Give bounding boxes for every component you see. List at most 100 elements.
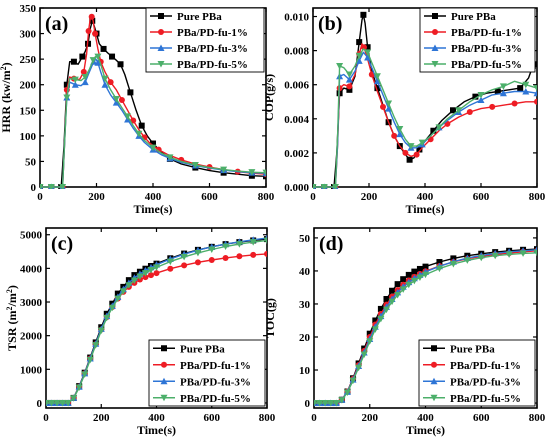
data-point [59,184,67,189]
data-point [100,45,107,52]
x-tick-label: 800 [529,191,546,203]
y-tick-label: 10 [299,365,311,377]
y-tick-label: 0.006 [284,80,309,92]
x-tick-label: 400 [148,412,165,424]
data-point [220,166,228,174]
data-point [377,315,385,323]
legend-marker [161,361,167,368]
data-point [533,85,537,92]
data-point [153,264,160,271]
legend-entry: PBa/PD-fu-1% [177,27,248,39]
panel-label: (d) [319,233,343,255]
data-point [360,351,368,358]
y-axis-label: TOC(g) [263,298,277,338]
legend-marker [430,394,438,402]
data-point [534,98,537,105]
data-point [389,287,396,294]
chart-panel-c: 0 200 400 600 800 0 1000 2000 3000 4000 5000 Time(s… [5,227,276,437]
legend-entry: PBa/PD-fu-3% [180,376,251,388]
legend-entry: PBa/PD-fu-3% [450,376,521,388]
data-point [166,258,174,266]
legend-marker [158,29,164,35]
chart-panel-b: 0 200 400 600 800 0.000 0.002 0.004 0.006 0.008 0.… [262,7,546,216]
data-point [101,81,109,88]
data-point [327,400,335,407]
y-tick-label: 1000 [20,364,43,376]
data-point [364,53,372,61]
y-axis-label: HRR (kw/m2) [0,62,13,132]
panel-label: (b) [318,13,342,35]
data-point [394,281,401,288]
x-tick-label: 200 [362,412,379,424]
data-point [48,399,56,407]
y-tick-label: 0.004 [284,114,309,126]
legend-marker [157,44,165,51]
data-point [472,93,479,100]
data-point [250,251,257,258]
legend-marker [160,377,168,385]
y-tick-label: 0 [31,182,37,194]
x-tick-label: 800 [529,412,546,424]
data-point [406,156,413,163]
x-axis-label: Time(s) [137,423,176,437]
series-line-3 [313,48,537,188]
data-point [264,250,267,257]
data-point [181,262,188,269]
data-point [380,103,386,110]
data-point [494,88,501,95]
y-tick-label: 0.002 [284,148,309,160]
y-tick-label: 40 [299,266,311,278]
data-point [355,364,363,372]
data-point [92,342,100,349]
data-point [366,338,374,345]
data-point [374,85,381,92]
x-tick-label: 0 [310,191,316,203]
legend-entry: Pure PBa [450,343,495,355]
y-tick-label: 150 [20,105,37,117]
series-group [313,11,537,189]
data-point [59,399,67,407]
data-point [364,44,371,51]
data-point [336,62,344,70]
y-tick-label: 250 [20,54,37,66]
data-point [372,317,379,324]
x-tick-label: 200 [88,191,105,203]
data-point [109,53,116,60]
data-point [345,76,353,83]
legend: Pure PBa PBa/PD-fu-1% PBa/PD-fu-3% PBa/PD-f… [148,339,266,407]
y-tick-label: 50 [25,156,37,168]
data-point [413,151,420,158]
legend-entry: PBa/PD-fu-5% [177,59,248,71]
data-point [388,298,396,306]
legend-marker [430,377,438,385]
data-point [364,49,372,56]
legend-marker [161,345,167,352]
data-point [477,254,485,262]
data-point [92,30,99,37]
data-point [383,296,390,303]
legend-marker [160,394,168,402]
x-tick-label: 800 [258,191,275,203]
data-point [331,184,339,189]
legend-box [148,339,266,407]
data-point [70,58,77,65]
data-point [85,28,92,35]
data-point [435,124,443,131]
data-point [416,146,423,153]
data-point [517,85,524,92]
data-point [125,282,133,289]
x-tick-label: 600 [204,412,221,424]
x-tick-label: 400 [145,191,162,203]
data-point [88,13,95,20]
series-group [46,234,267,407]
data-point [407,143,415,150]
data-point [222,254,229,261]
data-point [399,286,407,293]
y-axis-label: COP(g/s) [262,74,276,121]
data-point [222,243,230,251]
data-point [249,239,257,246]
legend-entry: Pure PBa [177,11,222,23]
x-tick-label: 800 [259,412,276,424]
y-tick-label: 0.000 [284,182,309,194]
